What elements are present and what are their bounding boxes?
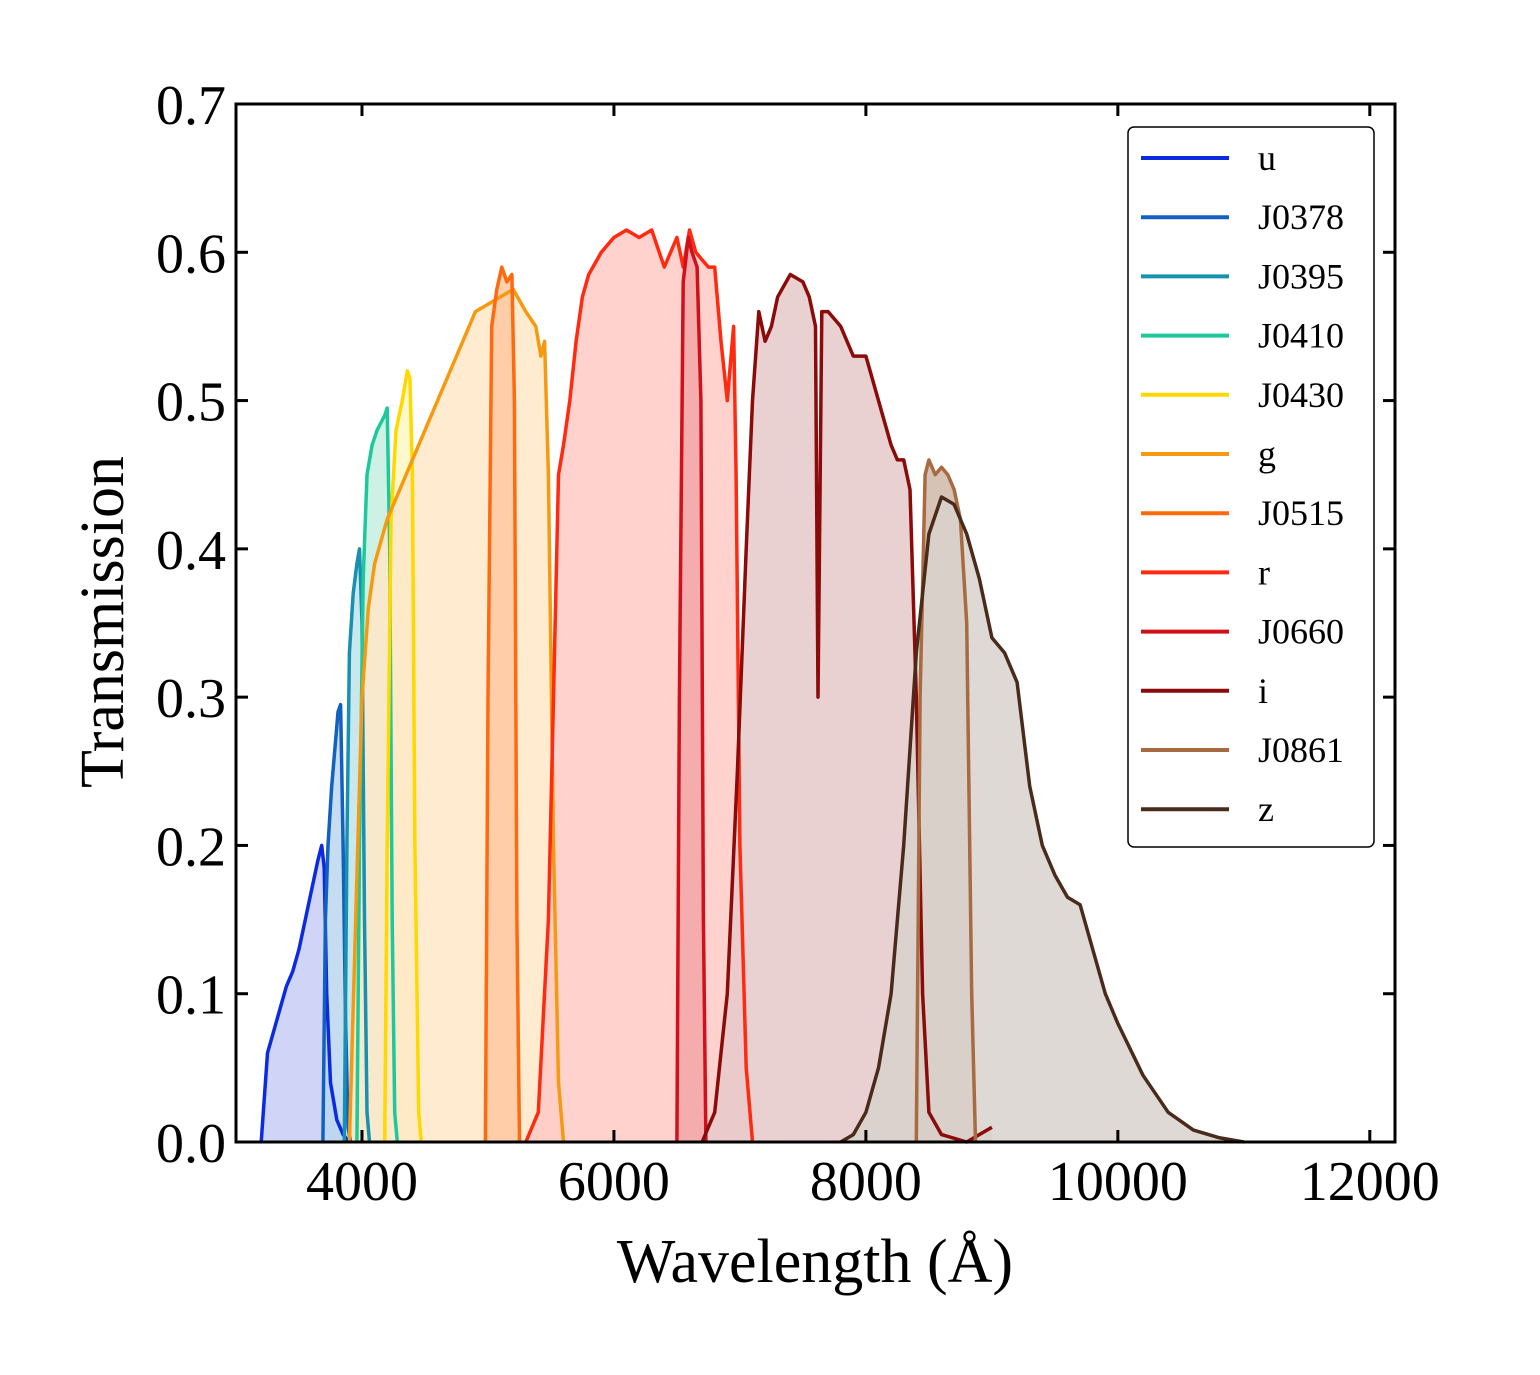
y-tick-label: 0.0 [156,1113,226,1175]
legend-label-z: z [1258,789,1274,829]
y-tick-label: 0.3 [156,668,226,730]
y-tick-label: 0.2 [156,816,226,878]
y-tick-label: 0.6 [156,223,226,285]
plot-lines [259,228,1245,1144]
series-fill-g [349,289,564,1142]
x-axis-title: Wavelength (Å) [617,1228,1013,1296]
y-tick-label: 0.7 [156,75,226,137]
series-line-u [259,843,351,1144]
y-axis-ticks: 0.0 0.1 0.2 0.3 0.4 0.5 0.6 0.7 [156,75,1395,1175]
series-line-g [347,287,566,1143]
series-fill-j0515 [485,267,520,1143]
plot-frame [234,102,1397,1144]
x-tick-label: 12000 [1300,1151,1440,1213]
legend-label-j0660: J0660 [1258,612,1344,652]
x-tick-label: 8000 [810,1151,922,1213]
x-tick-label: 4000 [306,1151,418,1213]
legend-label-i: i [1258,671,1268,711]
legend-label-j0430: J0430 [1258,375,1344,415]
x-tick-label: 6000 [558,1151,670,1213]
y-tick-label: 0.5 [156,372,226,434]
series-line-j0430 [382,369,423,1143]
y-axis-title: Transmission [69,456,137,788]
series-line-j0515 [483,265,522,1143]
legend-label-j0410: J0410 [1258,316,1344,356]
series-line-j0861 [914,458,978,1143]
plot-areas [261,230,1244,1143]
y-tick-label: 0.1 [156,965,226,1027]
series-line-z [839,495,1245,1144]
legend-box [1127,126,1375,848]
series-line-j0395 [342,547,372,1143]
series-fill-z [840,497,1244,1142]
legend-label-j0395: J0395 [1258,256,1344,296]
legend-label-g: g [1258,434,1276,474]
series-fill-j0660 [676,237,706,1142]
legend-label-j0378: J0378 [1258,197,1344,237]
x-tick-label: 10000 [1048,1151,1188,1213]
legend-label-r: r [1258,552,1270,592]
series-line-i [700,272,993,1144]
series-line-j0410 [355,406,400,1143]
series-line-j0660 [675,235,708,1143]
x-axis-ticks: 4000 6000 8000 10000 12000 [306,104,1440,1213]
series-line-r [524,228,755,1143]
legend: u J0378 J0395 J0410 J0430 g J0515 r J0660 i J0861 z [1127,126,1375,848]
legend-label-u: u [1258,138,1276,178]
y-tick-label: 0.4 [156,520,226,582]
legend-label-j0515: J0515 [1258,493,1344,533]
series-fill-r [525,230,753,1142]
legend-label-j0861: J0861 [1258,730,1344,770]
